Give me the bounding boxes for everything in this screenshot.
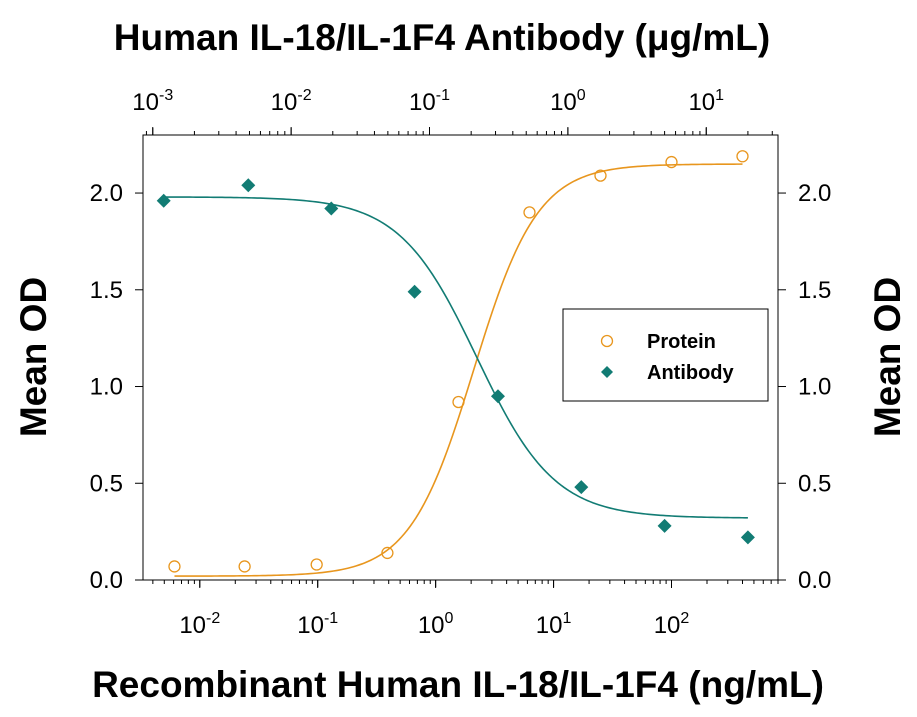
- y-tick-label: 0.0: [90, 567, 123, 594]
- point: [168, 560, 181, 573]
- x-tick-label: 100: [418, 610, 454, 639]
- x-tick-label: 10-2: [179, 610, 220, 639]
- y2-tick-label: 0.0: [798, 567, 831, 594]
- y2-tick-label: 1.0: [798, 374, 831, 401]
- x-tick-label: 10-1: [297, 610, 338, 639]
- point: [574, 480, 589, 495]
- x-tick-label: 102: [654, 610, 690, 639]
- y-tick-label: 2.0: [90, 180, 123, 207]
- x-tick-label: 10-2: [271, 87, 312, 116]
- fit-curve: [174, 163, 743, 577]
- x-axis-label: Recombinant Human IL-18/IL-1F4 (ng/mL): [92, 664, 824, 705]
- y2-tick-label: 2.0: [798, 180, 831, 207]
- point: [324, 201, 339, 216]
- point: [238, 560, 251, 573]
- legend-swatch: [601, 366, 613, 378]
- point: [241, 178, 256, 193]
- y2-tick-label: 1.5: [798, 277, 831, 304]
- y2-tick-label: 0.5: [798, 470, 831, 497]
- x-tick-label: 100: [550, 87, 586, 116]
- point: [523, 206, 536, 219]
- point: [736, 150, 749, 163]
- legend-swatch: [600, 334, 614, 348]
- legend-label: Antibody: [647, 362, 735, 384]
- point: [156, 193, 171, 208]
- y-tick-label: 0.5: [90, 470, 123, 497]
- y-tick-label: 1.5: [90, 277, 123, 304]
- plot-frame: [142, 134, 779, 581]
- x-tick-label: 101: [688, 87, 724, 116]
- legend-box: [562, 308, 769, 402]
- y-axis-label: Mean OD: [13, 277, 54, 437]
- point: [381, 546, 394, 560]
- fit-curve: [163, 196, 748, 519]
- x-tick-label: 10-3: [132, 87, 173, 116]
- x-tick-label: 101: [536, 610, 572, 639]
- point: [594, 169, 607, 182]
- chart-title: Human IL-18/IL-1F4 Antibody (μg/mL): [114, 17, 770, 58]
- point: [740, 530, 755, 545]
- y2-axis-label: Mean OD: [867, 277, 908, 437]
- y-tick-label: 1.0: [90, 374, 123, 401]
- point: [407, 284, 422, 299]
- point: [490, 389, 505, 404]
- point: [657, 518, 672, 533]
- point: [452, 395, 465, 409]
- legend-label: Protein: [647, 331, 716, 353]
- point: [310, 558, 323, 571]
- point: [665, 155, 678, 169]
- x-tick-label: 10-1: [409, 87, 450, 116]
